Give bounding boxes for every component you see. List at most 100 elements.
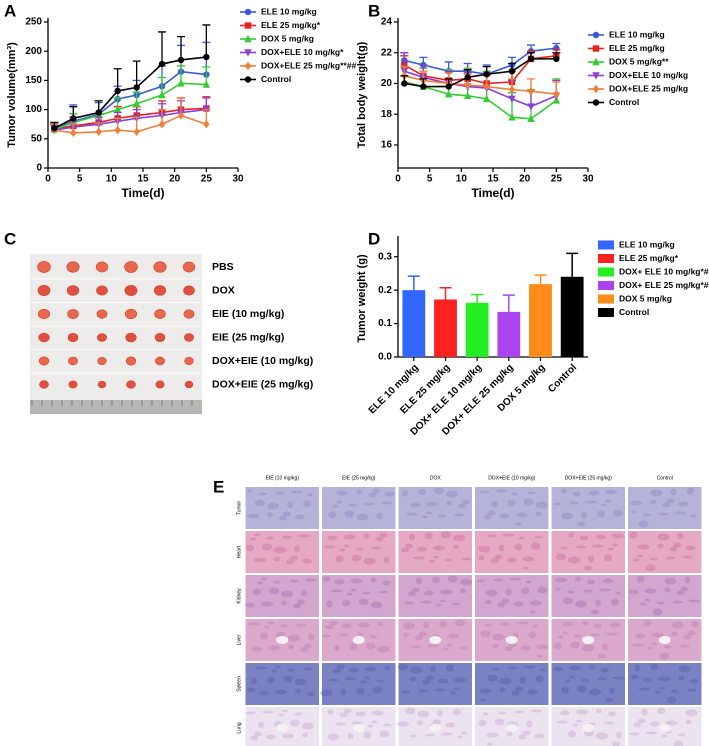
tissue-texture (490, 558, 499, 564)
marker (508, 95, 516, 104)
tissue-texture (672, 600, 683, 604)
tissue-texture (560, 546, 568, 550)
x-tick-label: 30 (582, 174, 594, 185)
tissue-texture (658, 686, 665, 690)
tissue-texture (273, 580, 281, 584)
tissue-texture (650, 499, 657, 505)
tissue-texture (430, 665, 436, 673)
tissue-texture (433, 545, 445, 551)
tissue-texture (332, 668, 341, 674)
tissue-texture (513, 601, 524, 607)
tissue-texture (637, 544, 650, 550)
tissue-texture (506, 731, 513, 737)
marker (244, 34, 252, 43)
tissue-texture (295, 514, 305, 520)
legend-swatch (598, 254, 614, 263)
panel-letter: D (368, 229, 380, 248)
tissue-texture (422, 679, 430, 685)
marker (482, 94, 491, 103)
tissue-texture (677, 532, 684, 540)
tissue-texture (485, 599, 492, 605)
tissue-texture (519, 676, 526, 684)
tissue-texture (494, 554, 503, 560)
tissue-texture (674, 511, 687, 515)
tissue-texture (612, 741, 620, 746)
tissue-texture (339, 712, 348, 718)
tissue-texture (363, 731, 372, 739)
tissue-texture (492, 633, 505, 641)
tissue-texture (572, 723, 578, 727)
tissue-texture (376, 512, 383, 520)
panel-letter: C (4, 229, 16, 248)
tissue-texture (526, 720, 533, 728)
tissue-texture (605, 499, 611, 503)
marker (203, 120, 210, 129)
tissue-texture (657, 543, 664, 549)
tissue-texture (663, 645, 672, 649)
tissue-texture (371, 710, 384, 716)
tissue-image (322, 663, 396, 705)
tissue-texture (274, 546, 286, 554)
tissue-image (475, 531, 549, 573)
tissue-texture (453, 544, 459, 550)
tumor (37, 308, 50, 320)
tumor (125, 308, 138, 320)
x-tick-label: 15 (137, 174, 149, 185)
tissue-texture (686, 487, 695, 495)
tissue-texture (450, 691, 456, 695)
tissue-texture (609, 687, 615, 695)
tumor (37, 285, 51, 296)
tissue-texture (441, 531, 451, 539)
tissue-texture (686, 688, 697, 692)
tissue-texture (518, 734, 527, 740)
tissue-texture (282, 709, 288, 713)
legend-label: Control (609, 97, 639, 107)
tissue-texture (327, 733, 340, 741)
tissue-texture (642, 513, 651, 517)
tissue-texture (569, 501, 579, 505)
tissue-texture (630, 674, 639, 680)
legend-swatch (598, 308, 614, 317)
tissue-texture (355, 711, 366, 717)
tissue-texture (247, 513, 259, 519)
bar (465, 302, 489, 357)
tumor (126, 380, 136, 389)
tissue-image (398, 663, 472, 705)
tissue-texture (505, 588, 512, 596)
tissue-texture (568, 730, 576, 738)
tissue-texture (691, 620, 698, 628)
tissue-texture (379, 532, 388, 538)
tissue-texture (654, 690, 661, 694)
tissue-texture (260, 632, 268, 640)
tumor (38, 332, 50, 343)
tissue-texture (518, 536, 525, 540)
tissue-texture (417, 710, 429, 718)
tissue-texture (630, 500, 643, 506)
tissue-texture (405, 543, 413, 549)
tissue-texture (251, 677, 257, 685)
tissue-texture (363, 557, 376, 565)
tissue-texture (532, 624, 539, 628)
marker (203, 53, 210, 61)
tissue-texture (678, 501, 689, 507)
tissue-texture (616, 731, 622, 739)
tissue-texture (582, 644, 594, 652)
tissue-texture (558, 635, 564, 639)
series-line (54, 114, 207, 134)
error-bar (534, 274, 547, 285)
tissue-texture (498, 711, 507, 715)
error-bar (502, 294, 515, 312)
tumor (67, 309, 79, 319)
tissue-texture (307, 493, 313, 497)
tissue-texture (438, 514, 446, 518)
marker (464, 80, 471, 90)
tissue-texture (516, 621, 529, 625)
legend-swatch (598, 294, 614, 304)
legend-label: ELE 25 mg/kg* (619, 253, 679, 263)
tissue-texture (462, 499, 470, 505)
tissue-texture (478, 719, 487, 727)
tissue-texture (514, 710, 525, 714)
marker (464, 74, 471, 81)
column-label: DOX (430, 475, 442, 481)
tissue-texture (576, 545, 586, 549)
